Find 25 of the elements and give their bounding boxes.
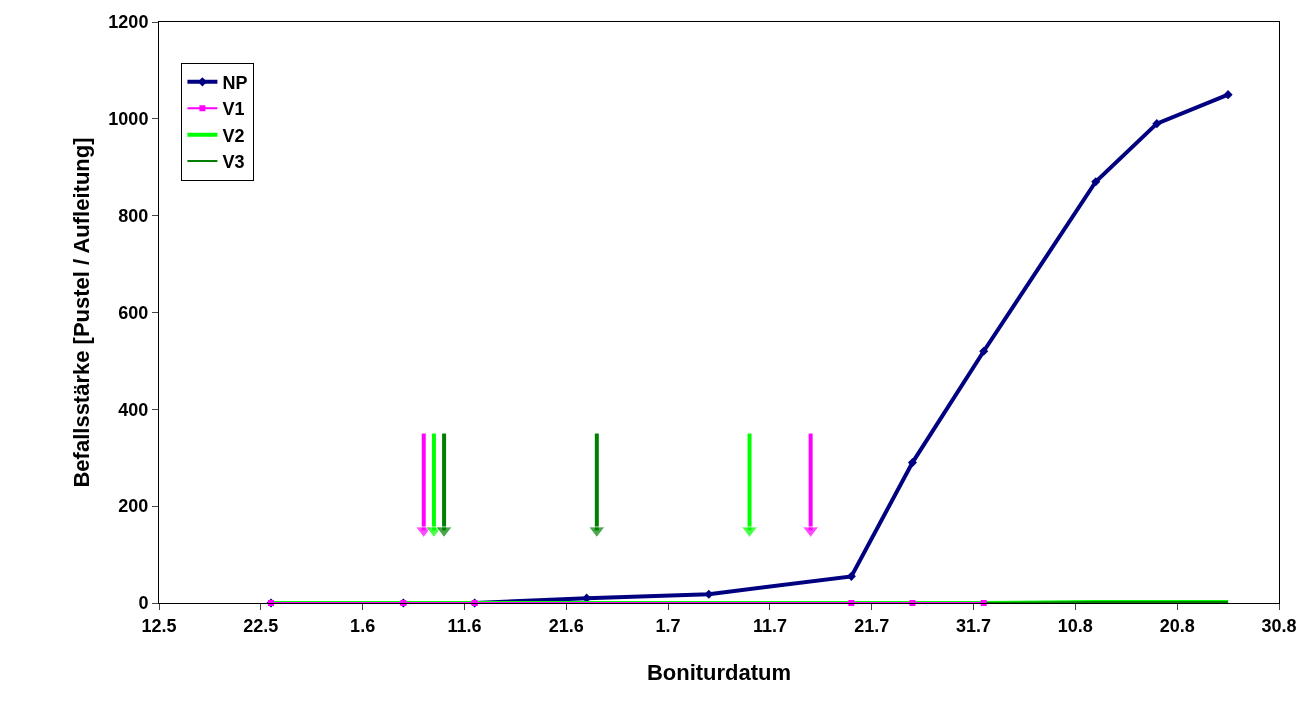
x-tick-label: 30.8 <box>1261 615 1297 636</box>
y-tick-label: 1200 <box>108 12 149 33</box>
y-axis-title: Befallsstärke [Pustel / Aufleitung] <box>69 137 95 488</box>
x-tick-label: 20.8 <box>1159 615 1195 636</box>
x-tick-label: 1.6 <box>350 615 376 636</box>
y-tick-label: 0 <box>138 593 149 614</box>
x-tick-label: 12.5 <box>141 615 177 636</box>
x-axis-title: Boniturdatum <box>646 660 792 686</box>
y-tick-label: 800 <box>118 205 149 226</box>
x-tick-label: 11.7 <box>752 615 787 636</box>
y-tick-label: 200 <box>118 496 149 517</box>
x-tick-label: 31.7 <box>956 615 992 636</box>
legend-label: V3 <box>222 152 245 173</box>
legend-label: V1 <box>222 99 245 120</box>
y-tick-label: 1000 <box>108 109 149 130</box>
x-tick-label: 22.5 <box>243 615 279 636</box>
y-tick-label: 400 <box>118 399 149 420</box>
x-tick-label: 11.6 <box>447 615 482 636</box>
legend-label: NP <box>222 72 248 93</box>
legend-label: V2 <box>222 125 245 146</box>
x-tick-label: 21.6 <box>548 615 584 636</box>
x-tick-label: 21.7 <box>854 615 890 636</box>
x-tick-label: 10.8 <box>1057 615 1093 636</box>
x-tick-label: 1.7 <box>655 615 681 636</box>
y-tick-label: 600 <box>118 302 149 323</box>
